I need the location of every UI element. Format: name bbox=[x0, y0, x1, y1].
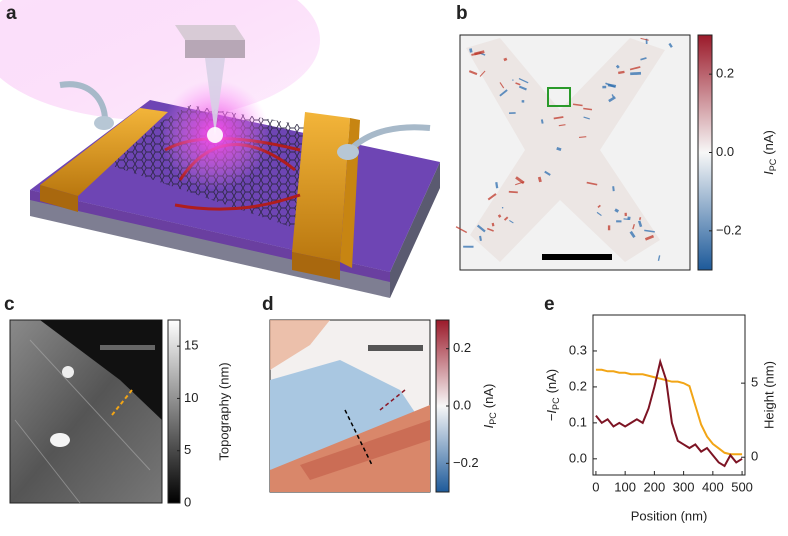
panel-label: c bbox=[4, 294, 15, 315]
label-part: PC bbox=[551, 397, 561, 410]
y-tick-label: 0.3 bbox=[569, 342, 587, 357]
colorbar-label: IPC (nA) bbox=[481, 384, 498, 429]
label-part: I bbox=[481, 424, 496, 428]
colorbar-tick-label: 15 bbox=[184, 338, 198, 353]
data-line bbox=[595, 368, 743, 456]
y2-axis-label: Height (nm) bbox=[761, 361, 776, 429]
label-part: I bbox=[544, 410, 559, 414]
colorbar bbox=[167, 319, 181, 504]
colorbar-tick-label: 0.2 bbox=[453, 340, 471, 355]
label-part: (nA) bbox=[481, 384, 496, 409]
colorbar-tick-label: 0.0 bbox=[453, 397, 471, 412]
device-illustration bbox=[0, 0, 440, 298]
y2-tick-label: 0 bbox=[751, 449, 758, 464]
topography-map bbox=[9, 319, 163, 504]
y-tick-label: 0.1 bbox=[569, 414, 587, 429]
x-tick-label: 300 bbox=[673, 479, 695, 494]
colorbar-tick-label: 0 bbox=[184, 494, 191, 509]
x-tick-label: 200 bbox=[644, 479, 666, 494]
scale-bar bbox=[542, 254, 612, 260]
label-part: I bbox=[761, 171, 776, 175]
colorbar-tick-label: 0.2 bbox=[716, 66, 734, 81]
y2-tick-label: 5 bbox=[751, 375, 758, 390]
x-tick-label: 0 bbox=[592, 479, 599, 494]
label-part: PC bbox=[488, 412, 498, 425]
colorbar-tick-label: −0.2 bbox=[716, 222, 742, 237]
photocurrent-map bbox=[455, 34, 691, 271]
scale-bar bbox=[368, 345, 423, 351]
colorbar-label: Topography (nm) bbox=[216, 362, 231, 460]
x-axis-label: Position (nm) bbox=[631, 508, 708, 523]
panel-label: e bbox=[544, 294, 555, 315]
y-tick-label: 0.2 bbox=[569, 378, 587, 393]
colorbar-tick-label: 10 bbox=[184, 390, 198, 405]
scale-bar bbox=[100, 345, 155, 350]
label-part: (nA) bbox=[544, 369, 559, 394]
data-line bbox=[595, 358, 743, 468]
x-tick-label: 500 bbox=[731, 479, 753, 494]
label-part: (nA) bbox=[761, 130, 776, 155]
colorbar-tick-label: 5 bbox=[184, 442, 191, 457]
colorbar-label: IPC (nA) bbox=[761, 130, 778, 175]
panel-label: b bbox=[456, 3, 468, 24]
colorbar-tick-label: 0.0 bbox=[716, 144, 734, 159]
label-part: PC bbox=[768, 158, 778, 171]
label-part: − bbox=[544, 414, 559, 422]
colorbar-tick-label: −0.2 bbox=[453, 455, 479, 470]
photocurrent-zoom bbox=[269, 319, 431, 493]
y-tick-label: 0.0 bbox=[569, 450, 587, 465]
x-tick-label: 400 bbox=[702, 479, 724, 494]
panel-label: d bbox=[262, 294, 274, 315]
x-tick-label: 100 bbox=[614, 479, 636, 494]
panel-label: a bbox=[6, 3, 17, 24]
plot-frame bbox=[592, 314, 746, 476]
colorbar-label: −IPC (nA) bbox=[544, 369, 561, 421]
